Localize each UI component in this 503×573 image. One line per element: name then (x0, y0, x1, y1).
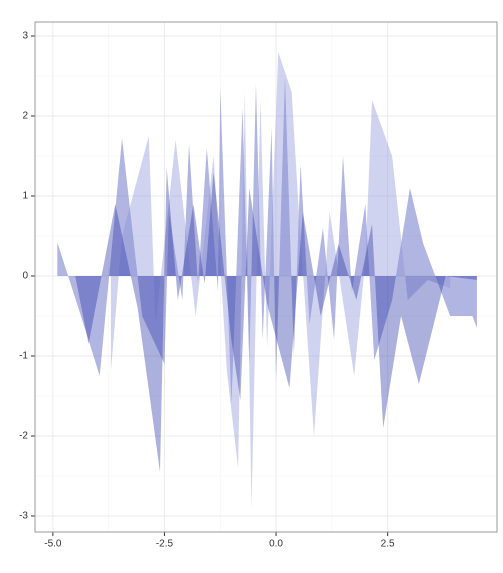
x-tick-label: -2.5 (156, 539, 174, 550)
panel (35, 22, 497, 532)
y-tick-label: 1 (22, 191, 28, 202)
y-tick-label: -2 (19, 431, 28, 442)
y-tick-label: -1 (19, 351, 28, 362)
y-tick-label: 2 (22, 111, 28, 122)
panel-border (34, 21, 498, 533)
area (75, 168, 477, 472)
y-tick-label: -3 (19, 511, 28, 522)
x-tick-label: 2.5 (381, 539, 395, 550)
area (57, 76, 477, 404)
x-tick-label: -5.0 (44, 539, 62, 550)
y-tick-label: 3 (22, 31, 28, 42)
x-tick-label: 0.0 (269, 539, 283, 550)
area (110, 52, 451, 508)
y-tick-label: 0 (22, 271, 28, 282)
